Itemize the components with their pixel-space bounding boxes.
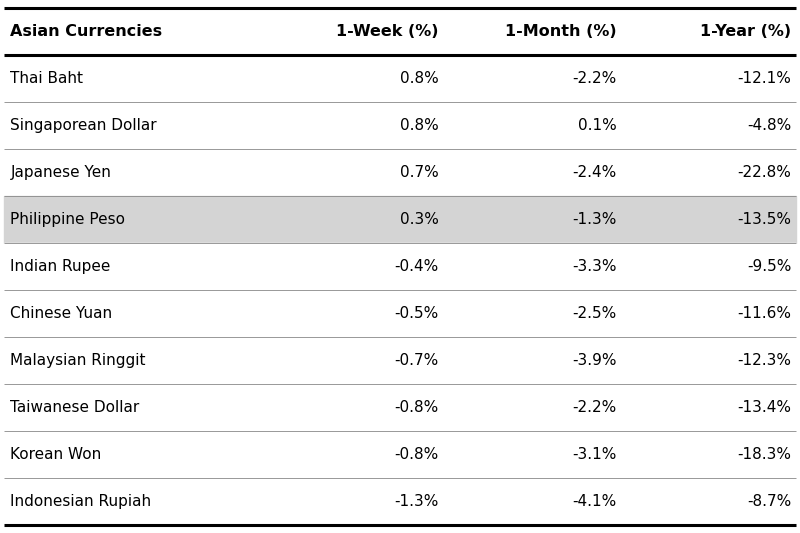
Bar [4,290,796,337]
Bar [4,55,796,102]
Text: Indian Rupee: Indian Rupee [10,259,110,274]
Text: -12.1%: -12.1% [738,71,791,86]
Bar [4,431,796,478]
Text: 0.7%: 0.7% [400,165,438,180]
Text: 0.8%: 0.8% [400,71,438,86]
Bar [4,337,796,384]
Text: -4.8%: -4.8% [747,118,791,133]
Text: Taiwanese Dollar: Taiwanese Dollar [10,400,140,415]
Text: -0.4%: -0.4% [394,259,438,274]
Text: -13.4%: -13.4% [738,400,791,415]
Text: Malaysian Ringgit: Malaysian Ringgit [10,353,146,368]
Bar [4,149,796,196]
Text: -4.1%: -4.1% [573,494,617,509]
Text: -3.3%: -3.3% [573,259,617,274]
Text: Thai Baht: Thai Baht [10,71,83,86]
Bar [4,243,796,290]
Text: -0.8%: -0.8% [394,447,438,462]
Bar [4,196,796,243]
Text: 1-Year (%): 1-Year (%) [700,24,791,39]
Text: -2.2%: -2.2% [573,400,617,415]
Text: -0.8%: -0.8% [394,400,438,415]
Text: -18.3%: -18.3% [738,447,791,462]
Text: -0.5%: -0.5% [394,306,438,321]
Text: 0.3%: 0.3% [400,212,438,227]
Bar [4,384,796,431]
Text: -8.7%: -8.7% [747,494,791,509]
Text: 1-Week (%): 1-Week (%) [336,24,438,39]
Text: 1-Month (%): 1-Month (%) [506,24,617,39]
Bar [4,102,796,149]
Text: -9.5%: -9.5% [747,259,791,274]
Text: -3.1%: -3.1% [573,447,617,462]
Text: 0.1%: 0.1% [578,118,617,133]
Text: -2.4%: -2.4% [573,165,617,180]
Text: -2.5%: -2.5% [573,306,617,321]
Text: -3.9%: -3.9% [573,353,617,368]
Text: Korean Won: Korean Won [10,447,102,462]
Text: Indonesian Rupiah: Indonesian Rupiah [10,494,151,509]
Text: Chinese Yuan: Chinese Yuan [10,306,113,321]
Text: Japanese Yen: Japanese Yen [10,165,111,180]
Text: Singaporean Dollar: Singaporean Dollar [10,118,157,133]
Text: -13.5%: -13.5% [738,212,791,227]
Text: -1.3%: -1.3% [394,494,438,509]
Bar [4,478,796,525]
Text: -1.3%: -1.3% [573,212,617,227]
Text: 0.8%: 0.8% [400,118,438,133]
Text: -22.8%: -22.8% [738,165,791,180]
Text: Asian Currencies: Asian Currencies [10,24,162,39]
Text: Philippine Peso: Philippine Peso [10,212,126,227]
Text: -2.2%: -2.2% [573,71,617,86]
Text: -0.7%: -0.7% [394,353,438,368]
Text: -12.3%: -12.3% [738,353,791,368]
Text: -11.6%: -11.6% [738,306,791,321]
